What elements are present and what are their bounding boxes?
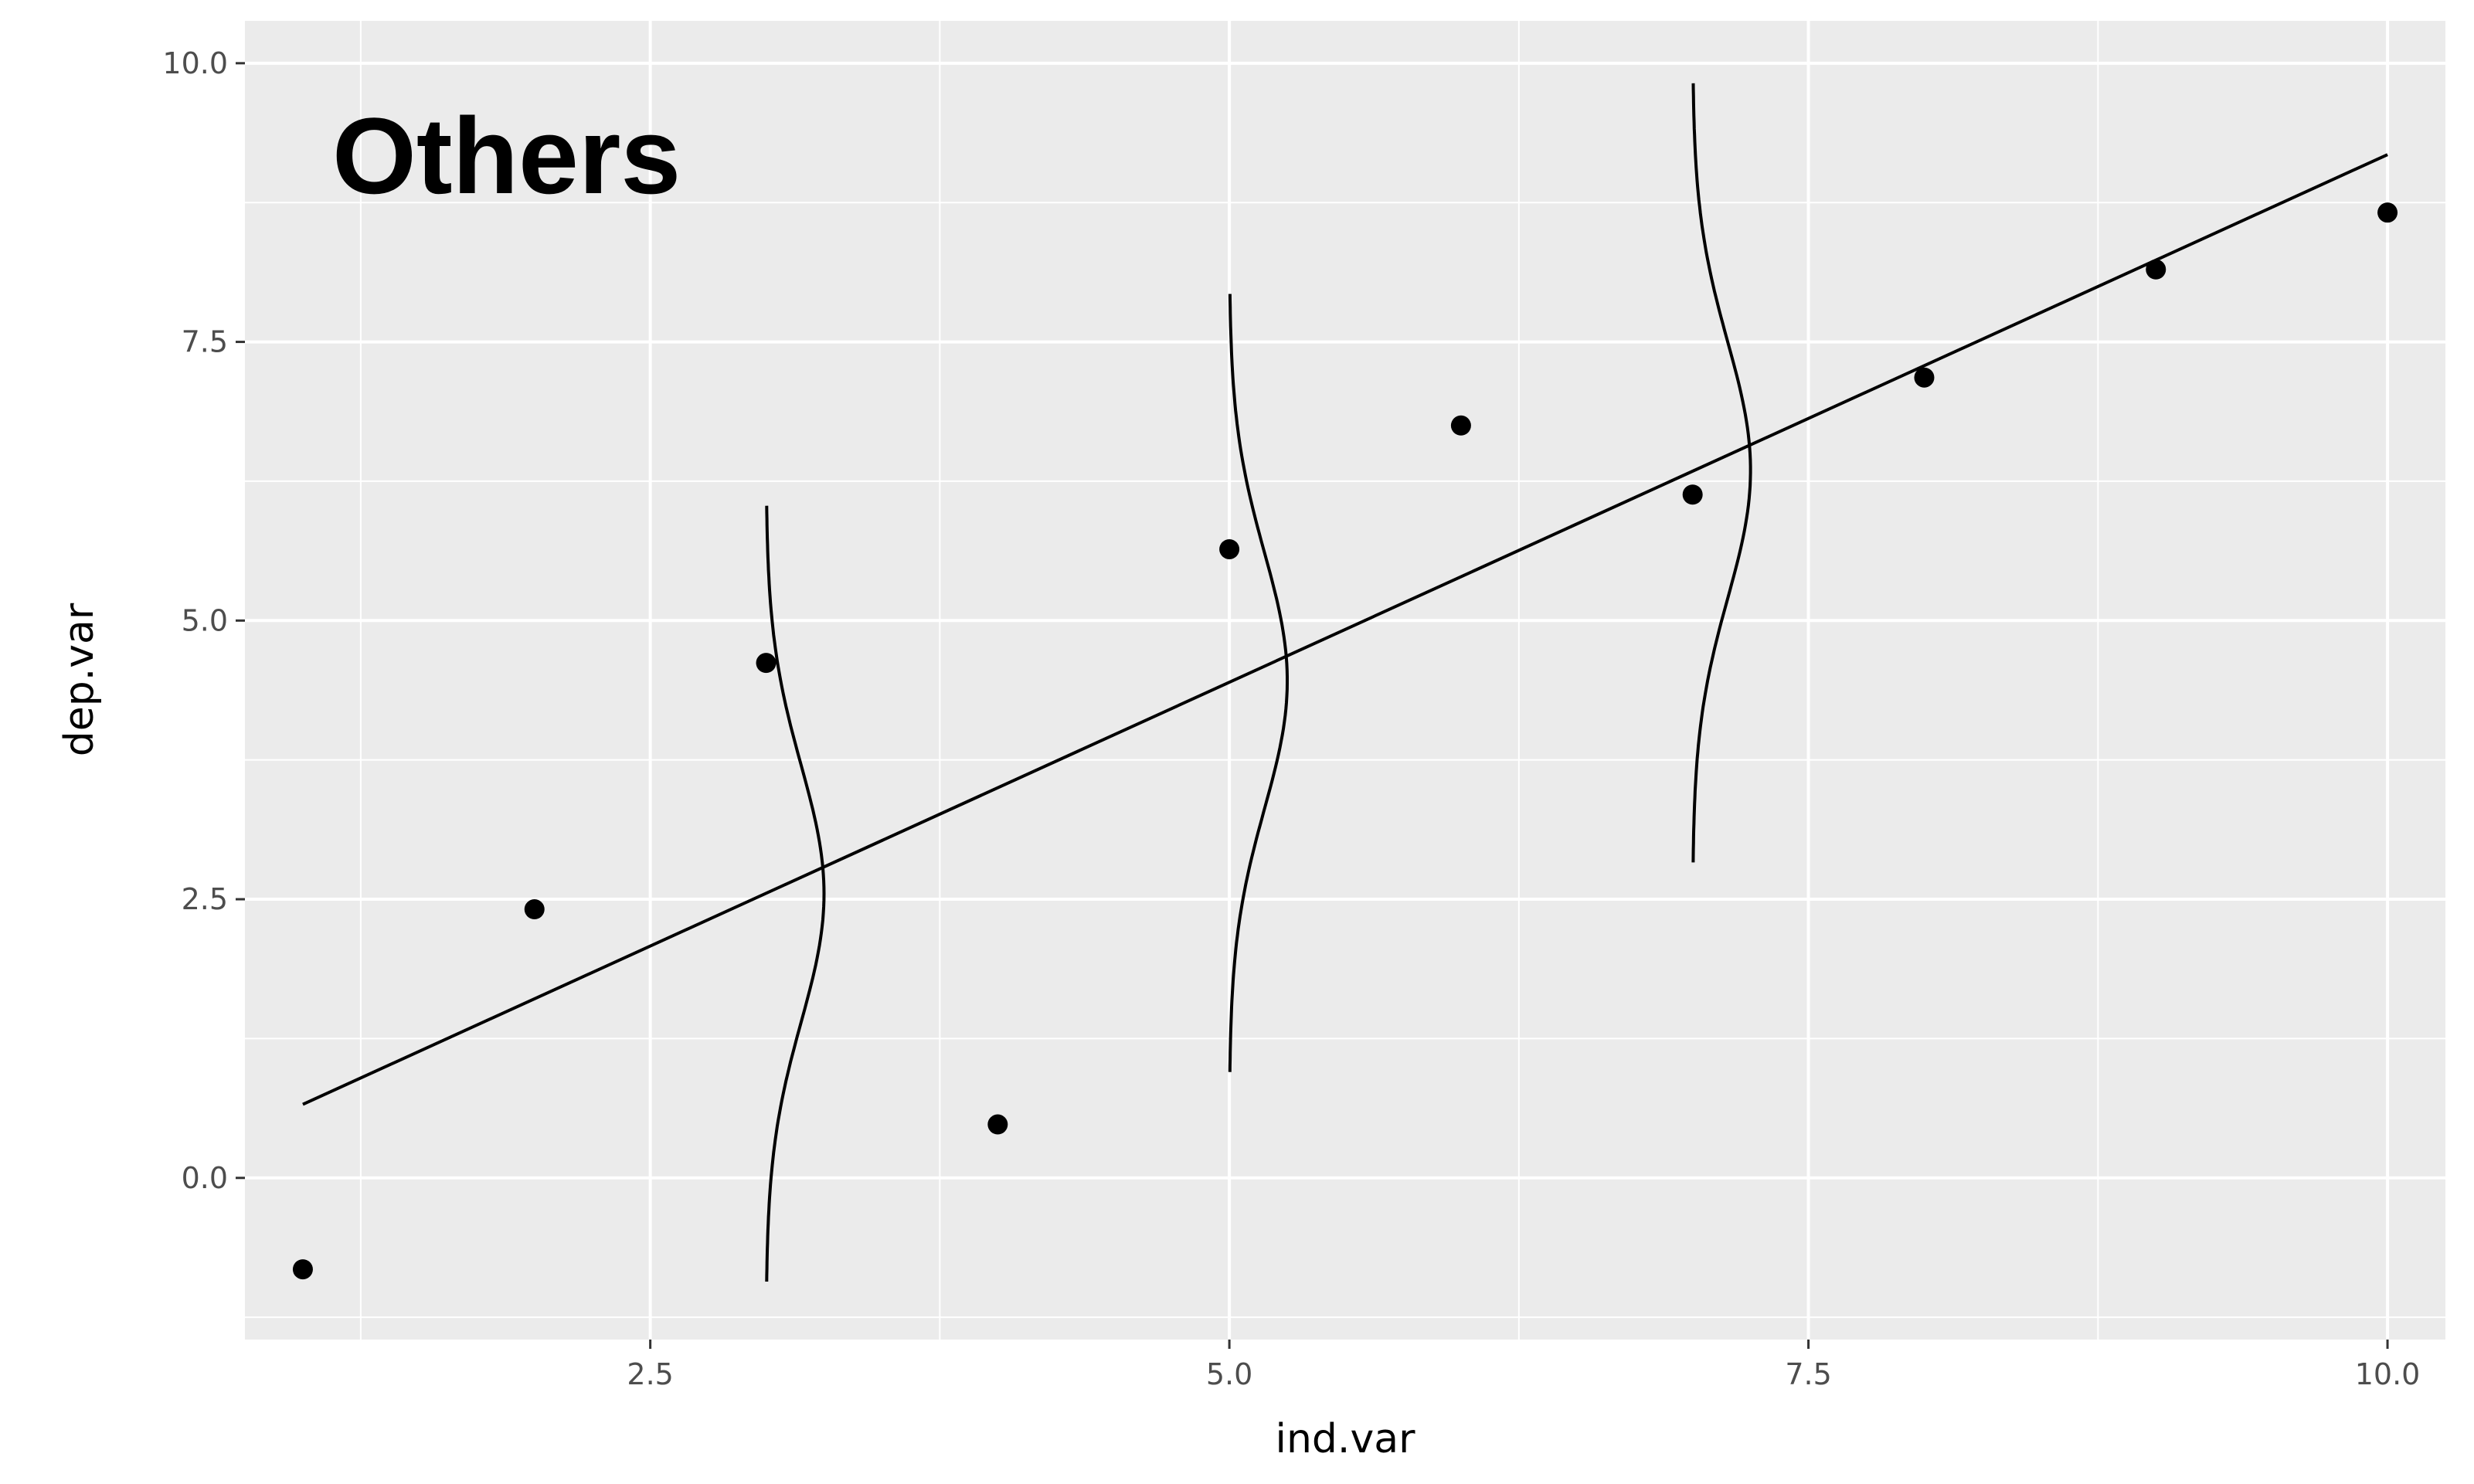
y-axis-title: dep.var xyxy=(56,603,103,756)
panel-annotation: Others xyxy=(332,95,681,216)
density-curve xyxy=(1691,83,1752,863)
density-curve xyxy=(1228,294,1289,1072)
axis-ticks xyxy=(236,62,2389,1349)
data-point xyxy=(2146,259,2166,280)
data-point xyxy=(987,1114,1008,1135)
data-points xyxy=(292,202,2398,1280)
x-tick-label: 7.5 xyxy=(1785,1357,1831,1391)
minor-gridlines xyxy=(245,21,2445,1340)
plot-panel xyxy=(245,21,2445,1340)
y-tick-label: 5.0 xyxy=(182,603,228,637)
data-point xyxy=(1682,484,1703,505)
y-tick-label: 0.0 xyxy=(182,1161,228,1195)
y-tick-label: 10.0 xyxy=(162,46,228,80)
x-axis-title: ind.var xyxy=(1276,1416,1416,1462)
y-tick-label: 2.5 xyxy=(182,882,228,916)
data-point xyxy=(292,1259,313,1280)
density-curves xyxy=(765,83,1752,1282)
x-tick-label: 5.0 xyxy=(1206,1357,1252,1391)
data-point xyxy=(2377,202,2398,223)
y-axis-tick-labels: 0.0 2.5 5.0 7.5 10.0 xyxy=(162,46,228,1195)
data-point xyxy=(756,653,777,674)
regression-line-group xyxy=(302,153,2388,1106)
regression-line xyxy=(302,153,2388,1106)
x-tick-label: 10.0 xyxy=(2355,1357,2421,1391)
major-gridlines xyxy=(245,21,2445,1340)
data-point xyxy=(1219,538,1240,559)
data-point xyxy=(1450,415,1471,436)
density-curve xyxy=(765,505,826,1282)
x-axis-tick-labels: 2.5 5.0 7.5 10.0 xyxy=(627,1357,2420,1391)
data-point xyxy=(524,899,545,920)
data-point xyxy=(1914,367,1935,388)
x-tick-label: 2.5 xyxy=(627,1357,673,1391)
y-tick-label: 7.5 xyxy=(182,325,228,359)
